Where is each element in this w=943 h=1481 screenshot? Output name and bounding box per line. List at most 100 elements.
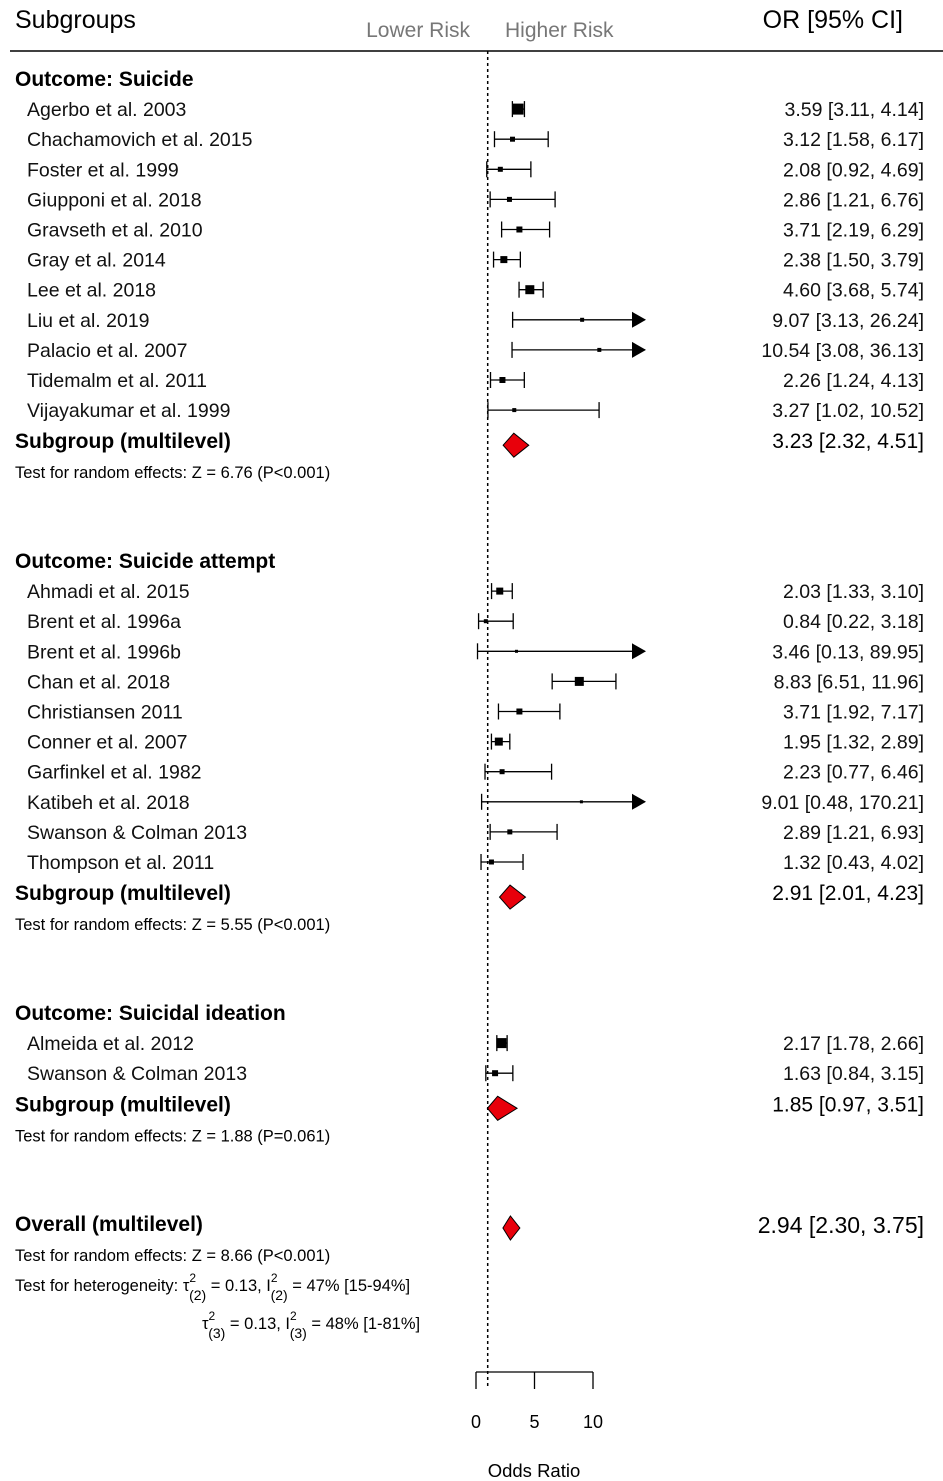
study-0-2-label: Foster et al. 1999	[27, 159, 179, 181]
study-1-3-label: Chan et al. 2018	[27, 671, 170, 693]
study-2-1-ci-text: 1.63 [0.84, 3.15]	[783, 1063, 924, 1085]
study-0-5-point	[500, 256, 508, 264]
study-1-7-ci-text: 9.01 [0.48, 170.21]	[761, 792, 924, 814]
study-1-3-ci-text: 8.83 [6.51, 11.96]	[774, 671, 924, 693]
study-1-9-label: Thompson et al. 2011	[27, 852, 214, 874]
study-1-9-ci-text: 1.32 [0.43, 4.02]	[783, 852, 924, 874]
study-0-6-point	[525, 285, 535, 295]
study-0-9-point	[499, 377, 506, 383]
study-0-5-ci-text: 2.38 [1.50, 3.79]	[783, 250, 924, 272]
study-0-7-point	[580, 317, 585, 322]
x-axis: 0 5 10	[471, 1371, 603, 1432]
study-1-2-point	[514, 649, 518, 653]
study-1-4-ci-text: 3.71 [1.92, 7.17]	[783, 702, 924, 724]
study-1-7-ci-arrow	[632, 793, 646, 810]
header-or-ci: OR [95% CI]	[763, 6, 903, 34]
forest-rows: Outcome: Suicide Agerbo et al. 2003 3.59 […	[15, 51, 924, 1386]
x-tick-label-0: 0	[471, 1412, 481, 1432]
study-0-9-ci-text: 2.26 [1.24, 4.13]	[783, 370, 924, 392]
study-1-9-point	[488, 859, 494, 865]
study-0-2-point	[497, 166, 503, 172]
study-1-6-label: Garfinkel et al. 1982	[27, 762, 202, 784]
study-0-10-point	[512, 408, 517, 413]
group-2-summary-ci-text: 1.85 [0.97, 3.51]	[772, 1093, 924, 1116]
group-0-summary-label: Subgroup (multilevel)	[15, 430, 231, 453]
study-1-1-ci-text: 0.84 [0.22, 3.18]	[783, 611, 924, 633]
study-0-4-point	[516, 226, 523, 233]
group-2-test: Test for random effects: Z = 1.88 (P=0.0…	[15, 1127, 330, 1145]
overall-label: Overall (multilevel)	[15, 1213, 203, 1236]
study-0-1-point	[510, 136, 516, 142]
group-2-title: Outcome: Suicidal ideation	[15, 1002, 286, 1025]
study-0-6-ci-text: 4.60 [3.68, 5.74]	[783, 280, 924, 302]
header-lower-risk: Lower Risk	[366, 19, 470, 42]
group-1-test: Test for random effects: Z = 5.55 (P<0.0…	[15, 916, 330, 934]
study-1-7-label: Katibeh et al. 2018	[27, 792, 190, 814]
study-0-7-ci-arrow	[632, 311, 646, 328]
study-2-1-label: Swanson & Colman 2013	[27, 1063, 247, 1085]
study-1-8-point	[507, 829, 513, 835]
group-0-summary-diamond	[502, 432, 530, 458]
study-0-8-point	[597, 347, 602, 352]
study-2-1-point	[492, 1070, 499, 1077]
study-0-10-label: Vijayakumar et al. 1999	[27, 400, 230, 422]
study-1-7-point	[579, 800, 583, 804]
study-0-8-ci-arrow	[632, 341, 646, 358]
study-0-7-ci-text: 9.07 [3.13, 26.24]	[772, 310, 924, 332]
study-1-6-point	[499, 769, 505, 775]
header-higher-risk: Higher Risk	[505, 19, 614, 42]
group-0-title: Outcome: Suicide	[15, 68, 194, 91]
study-0-4-label: Gravseth et al. 2010	[27, 220, 203, 242]
study-1-1-point	[483, 619, 488, 624]
study-0-3-ci-text: 2.86 [1.21, 6.76]	[783, 189, 924, 211]
study-1-5-ci-text: 1.95 [1.32, 2.89]	[783, 732, 924, 754]
study-0-8-ci-text: 10.54 [3.08, 36.13]	[761, 340, 924, 362]
study-0-10-ci-text: 3.27 [1.02, 10.52]	[772, 400, 924, 422]
study-1-2-ci-arrow	[632, 643, 646, 660]
x-tick-label-2: 10	[583, 1412, 603, 1432]
x-axis-label: Odds Ratio	[488, 1460, 581, 1481]
study-1-0-point	[496, 587, 504, 595]
group-1-summary-ci-text: 2.91 [2.01, 4.23]	[772, 882, 924, 905]
study-0-0-ci-text: 3.59 [3.11, 4.14]	[785, 99, 925, 121]
study-0-6-label: Lee et al. 2018	[27, 280, 156, 302]
study-1-1-label: Brent et al. 1996a	[27, 611, 181, 633]
study-1-2-ci-text: 3.46 [0.13, 89.95]	[772, 641, 924, 663]
heterogeneity-het2: τ2 (3) = 0.13, I2 (3) = 48% [1-81%]	[202, 1309, 420, 1341]
study-2-0-point	[496, 1038, 507, 1049]
heterogeneity-het1: Test for heterogeneity: τ2 (2) = 0.13, I2…	[15, 1271, 410, 1303]
study-0-5-label: Gray et al. 2014	[27, 250, 166, 272]
overall-ci-text: 2.94 [2.30, 3.75]	[758, 1212, 924, 1238]
study-1-6-ci-text: 2.23 [0.77, 6.46]	[783, 762, 924, 784]
study-0-1-ci-text: 3.12 [1.58, 6.17]	[783, 129, 924, 151]
group-1-summary-label: Subgroup (multilevel)	[15, 882, 231, 905]
study-1-8-label: Swanson & Colman 2013	[27, 822, 247, 844]
study-0-9-label: Tidemalm et al. 2011	[27, 370, 207, 392]
study-1-4-point	[516, 708, 523, 715]
study-1-2-label: Brent et al. 1996b	[27, 641, 181, 663]
study-1-4-label: Christiansen 2011	[27, 702, 183, 724]
study-1-0-ci-text: 2.03 [1.33, 3.10]	[783, 581, 924, 603]
x-tick-label-1: 5	[529, 1412, 539, 1432]
group-1-summary-diamond	[498, 884, 527, 910]
study-0-8-label: Palacio et al. 2007	[27, 340, 187, 362]
study-1-3-point	[574, 676, 584, 686]
study-0-4-ci-text: 3.71 [2.19, 6.29]	[783, 220, 924, 242]
study-2-0-ci-text: 2.17 [1.78, 2.66]	[783, 1033, 924, 1055]
study-0-3-point	[506, 196, 512, 202]
group-1-title: Outcome: Suicide attempt	[15, 550, 275, 573]
study-0-7-label: Liu et al. 2019	[27, 310, 150, 332]
study-0-0-label: Agerbo et al. 2003	[27, 99, 186, 121]
header-subgroups: Subgroups	[15, 6, 136, 34]
study-1-8-ci-text: 2.89 [1.21, 6.93]	[783, 822, 924, 844]
study-0-0-point	[512, 103, 524, 115]
overall-test: Test for random effects: Z = 8.66 (P<0.0…	[15, 1247, 330, 1265]
study-1-5-point	[494, 737, 503, 746]
group-2-summary-diamond	[486, 1095, 519, 1121]
study-2-0-label: Almeida et al. 2012	[27, 1033, 194, 1055]
study-0-1-label: Chachamovich et al. 2015	[27, 129, 253, 151]
study-1-0-label: Ahmadi et al. 2015	[27, 581, 190, 603]
group-2-summary-label: Subgroup (multilevel)	[15, 1093, 231, 1116]
study-1-5-label: Conner et al. 2007	[27, 732, 187, 754]
